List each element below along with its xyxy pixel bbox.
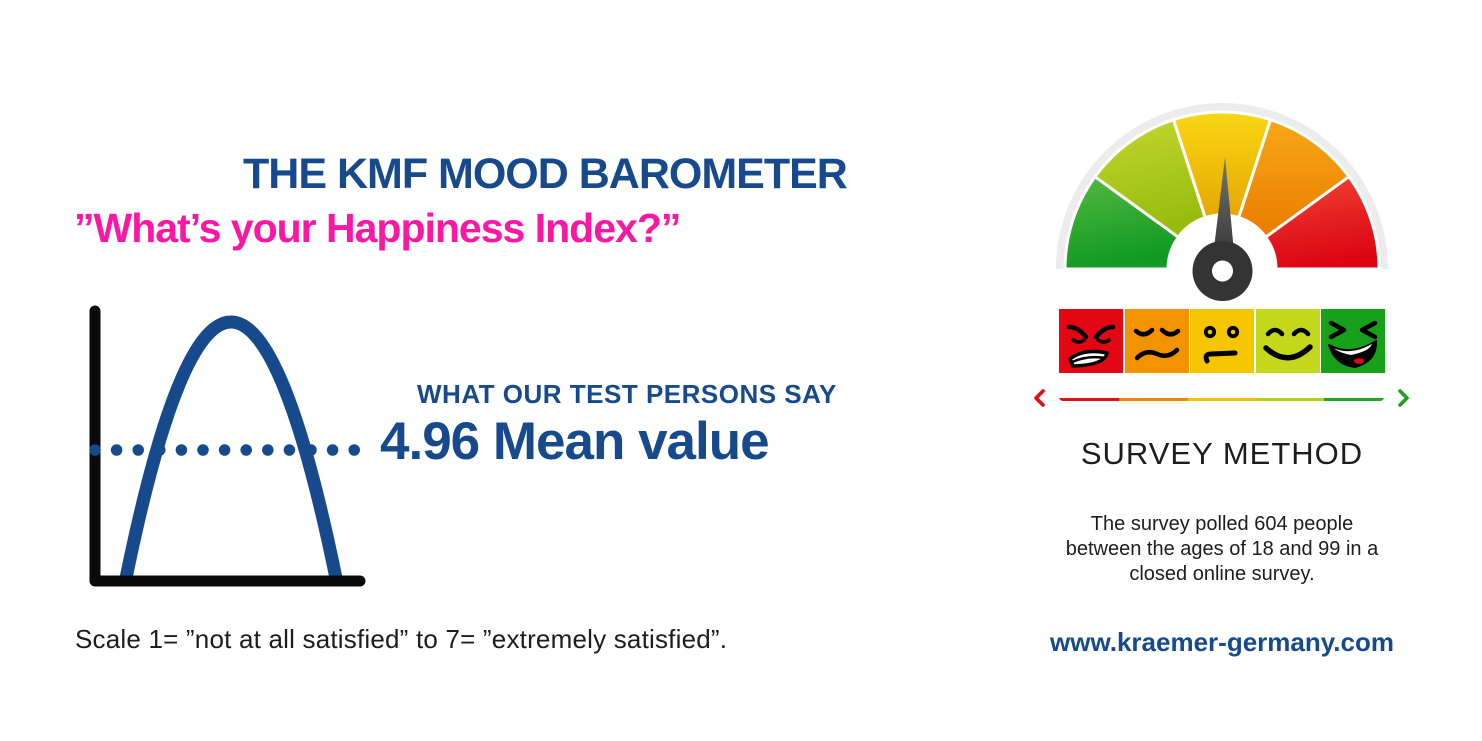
chevron-left-icon [1034,389,1045,407]
website-link[interactable]: www.kraemer-germany.com [1050,627,1394,657]
unhappy-face-icon [1124,309,1189,373]
neutral-face-icon [1190,309,1254,373]
scale-note: Scale 1= ”not at all satisfied” to 7= ”e… [75,624,728,654]
angry-face-icon [1059,309,1123,373]
survey-method-heading: SURVEY METHOD [1080,436,1364,471]
survey-method-body: The survey polled 604 people between the… [1022,512,1422,587]
mood-gradient-bar [1059,393,1384,401]
survey-body-line: closed online survey. [1129,563,1315,585]
page-subtitle: ”What’s your Happiness Index?” [74,205,681,251]
results-kicker: WHAT OUR TEST PERSONS SAY [417,379,837,409]
bar-segment-green [1324,398,1384,401]
mood-faces-row [1059,309,1385,373]
bar-segment-yellow [1188,398,1257,401]
mean-value-text: 4.96 Mean value [380,412,770,471]
mood-gauge [1056,103,1388,301]
survey-body-line: The survey polled 604 people [1090,513,1354,535]
happy-face-icon [1255,309,1320,373]
bell-curve-line [118,315,344,585]
chevron-right-icon [1398,389,1409,407]
gauge-segment-red [1264,175,1381,271]
bar-segment-yellow-green [1257,398,1324,401]
bell-curve-chart [89,305,366,587]
chart-axes [89,305,366,587]
bar-segment-orange [1119,398,1188,401]
page-title: THE KMF MOOD BAROMETER [243,150,848,198]
survey-body-line: between the ages of 18 and 99 in a [1065,538,1379,560]
gauge-hub-hole [1212,260,1233,282]
bar-segment-red [1059,398,1119,401]
laughing-face-icon [1321,309,1385,373]
